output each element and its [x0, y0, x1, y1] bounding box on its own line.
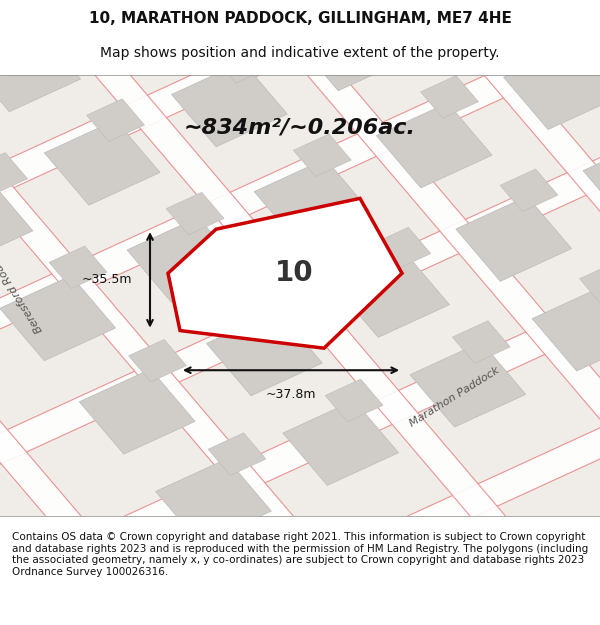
- Text: Map shows position and indicative extent of the property.: Map shows position and indicative extent…: [100, 46, 500, 59]
- Polygon shape: [0, 0, 600, 357]
- Polygon shape: [421, 76, 478, 118]
- Polygon shape: [254, 159, 370, 244]
- Polygon shape: [293, 6, 409, 91]
- Polygon shape: [172, 62, 287, 147]
- Polygon shape: [214, 41, 272, 83]
- Polygon shape: [49, 246, 107, 289]
- Polygon shape: [166, 192, 224, 235]
- Polygon shape: [580, 262, 600, 305]
- Polygon shape: [127, 217, 243, 302]
- Polygon shape: [0, 0, 600, 454]
- Polygon shape: [0, 256, 600, 625]
- Polygon shape: [0, 0, 478, 625]
- Polygon shape: [373, 228, 431, 270]
- Polygon shape: [500, 169, 558, 211]
- Polygon shape: [208, 433, 266, 476]
- Polygon shape: [421, 0, 536, 32]
- Polygon shape: [128, 339, 187, 382]
- Polygon shape: [0, 56, 325, 625]
- Text: Contains OS data © Crown copyright and database right 2021. This information is : Contains OS data © Crown copyright and d…: [12, 532, 588, 577]
- Polygon shape: [456, 196, 572, 281]
- Polygon shape: [206, 311, 322, 396]
- Polygon shape: [245, 286, 304, 328]
- Polygon shape: [249, 0, 600, 546]
- Text: Beresford Road: Beresford Road: [0, 256, 45, 334]
- Polygon shape: [334, 253, 449, 338]
- Polygon shape: [0, 179, 33, 264]
- Polygon shape: [0, 162, 600, 625]
- Polygon shape: [0, 0, 580, 260]
- Polygon shape: [79, 369, 195, 454]
- Text: ~35.5m: ~35.5m: [82, 273, 132, 286]
- Text: ~834m²/~0.206ac.: ~834m²/~0.206ac.: [184, 118, 416, 138]
- Polygon shape: [168, 198, 402, 348]
- Polygon shape: [7, 6, 65, 48]
- Polygon shape: [452, 321, 510, 363]
- Polygon shape: [283, 401, 398, 486]
- Text: Marathon Paddock: Marathon Paddock: [408, 365, 502, 428]
- Polygon shape: [293, 134, 351, 176]
- Polygon shape: [503, 44, 600, 129]
- Polygon shape: [583, 138, 600, 223]
- Polygon shape: [325, 379, 383, 422]
- Polygon shape: [0, 62, 600, 551]
- Polygon shape: [122, 0, 600, 605]
- Polygon shape: [532, 286, 600, 371]
- Polygon shape: [92, 0, 208, 53]
- Polygon shape: [0, 0, 1, 18]
- Polygon shape: [0, 27, 80, 112]
- Polygon shape: [341, 0, 399, 24]
- Polygon shape: [0, 276, 116, 361]
- Polygon shape: [86, 99, 145, 141]
- Polygon shape: [410, 342, 526, 427]
- Text: ~37.8m: ~37.8m: [266, 388, 316, 401]
- Polygon shape: [548, 18, 600, 60]
- Text: 10: 10: [275, 259, 313, 288]
- Polygon shape: [0, 152, 28, 195]
- Polygon shape: [44, 120, 160, 205]
- Polygon shape: [0, 75, 600, 516]
- Polygon shape: [376, 103, 492, 188]
- Text: 10, MARATHON PADDOCK, GILLINGHAM, ME7 4HE: 10, MARATHON PADDOCK, GILLINGHAM, ME7 4H…: [89, 11, 511, 26]
- Polygon shape: [155, 459, 271, 544]
